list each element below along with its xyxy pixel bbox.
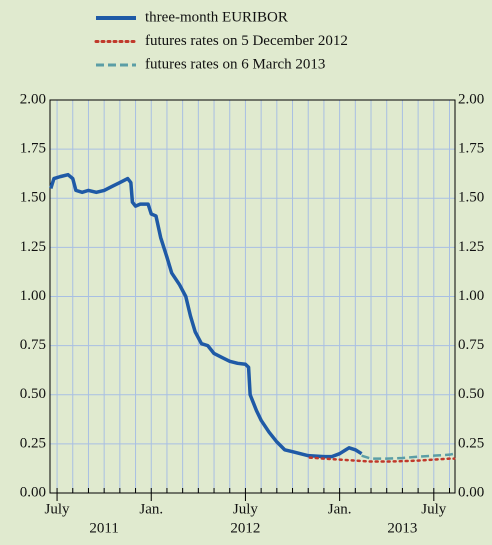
x-tick-label: July <box>421 501 447 517</box>
x-tick-label: Jan. <box>328 501 352 517</box>
x-tick-label: July <box>45 501 71 517</box>
x-year-label: 2013 <box>387 520 417 536</box>
y-tick-label: 0.25 <box>20 435 46 451</box>
legend-label: three-month EURIBOR <box>145 9 288 25</box>
y-tick-label: 1.75 <box>20 141 46 157</box>
legend-label: futures rates on 6 March 2013 <box>145 56 325 72</box>
plot-frame <box>49 99 456 494</box>
series-line <box>49 172 363 459</box>
series-line <box>361 452 455 460</box>
y-tick-label: 1.25 <box>20 239 46 255</box>
y2-tick-label: 1.75 <box>458 141 484 157</box>
y-tick-label: 0.75 <box>20 337 46 353</box>
y-tick-label: 2.00 <box>20 91 46 107</box>
x-year-label: 2011 <box>89 520 118 536</box>
x-tick-label: July <box>233 501 259 517</box>
y2-tick-label: 0.50 <box>458 386 484 402</box>
legend-label: futures rates on 5 December 2012 <box>145 33 348 49</box>
y2-tick-label: 0.75 <box>458 337 484 353</box>
y-tick-label: 0.00 <box>20 484 46 500</box>
y2-tick-label: 0.25 <box>458 435 484 451</box>
y-tick-label: 1.00 <box>20 288 46 304</box>
y2-tick-label: 0.00 <box>458 484 484 500</box>
y2-tick-label: 1.00 <box>458 288 484 304</box>
x-year-label: 2012 <box>230 520 260 536</box>
y-tick-label: 1.50 <box>20 190 46 206</box>
series-line <box>308 456 456 463</box>
y2-tick-label: 2.00 <box>458 91 484 107</box>
y2-tick-label: 1.25 <box>458 239 484 255</box>
x-tick-label: Jan. <box>139 501 163 517</box>
y2-tick-label: 1.50 <box>458 190 484 206</box>
y-tick-label: 0.50 <box>20 386 46 402</box>
